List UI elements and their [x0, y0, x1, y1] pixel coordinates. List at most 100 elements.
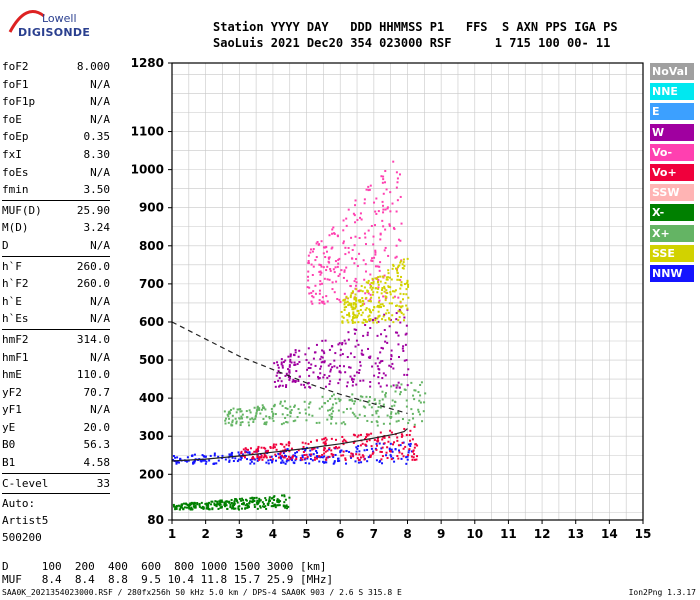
echo-point: [356, 371, 359, 374]
echo-point: [387, 317, 390, 320]
echo-point: [306, 286, 309, 289]
echo-point: [321, 339, 324, 342]
echo-point: [284, 498, 287, 501]
echo-point: [284, 407, 287, 410]
echo-point: [353, 296, 356, 299]
muf-d-row: D 100 200 400 600 800 1000 1500 3000 [km…: [2, 560, 327, 573]
echo-point: [286, 448, 289, 451]
echo-point: [340, 449, 343, 452]
echo-point: [340, 454, 343, 457]
echo-point: [379, 459, 382, 462]
o-trace: [171, 428, 408, 462]
echo-point: [359, 433, 362, 436]
echo-point: [359, 361, 362, 364]
echo-point: [380, 333, 383, 336]
legend-item-nne: NNE: [650, 83, 694, 101]
echo-point: [352, 212, 355, 215]
echo-point: [190, 501, 193, 504]
echo-point: [362, 405, 365, 408]
echo-point: [377, 283, 380, 286]
echo-point: [361, 304, 364, 307]
echo-point: [358, 252, 361, 255]
echo-point: [341, 343, 344, 346]
echo-point: [281, 404, 284, 407]
echo-point: [400, 283, 403, 286]
echo-point: [407, 283, 410, 286]
echo-point: [260, 454, 263, 457]
echo-point: [371, 414, 374, 417]
echo-point: [390, 431, 393, 434]
echo-point: [272, 505, 275, 508]
x-tick-label: 14: [601, 527, 618, 541]
echo-point: [345, 301, 348, 304]
echo-point: [274, 455, 277, 458]
echo-point: [350, 305, 353, 308]
echo-point: [374, 265, 377, 268]
echo-point: [309, 367, 312, 370]
echo-point: [240, 452, 243, 455]
echo-point: [289, 355, 292, 358]
echo-point: [413, 458, 416, 461]
echo-point: [389, 286, 392, 289]
echo-point: [305, 453, 308, 456]
echo-point: [332, 462, 335, 465]
echo-point: [353, 332, 356, 335]
echo-point: [409, 442, 412, 445]
echo-point: [391, 362, 394, 365]
echo-point: [284, 462, 287, 465]
echo-point: [234, 457, 237, 460]
echo-point: [369, 381, 372, 384]
echo-point: [421, 420, 424, 423]
echo-point: [307, 259, 310, 262]
echo-point: [381, 398, 384, 401]
echo-point: [368, 318, 371, 321]
echo-point: [417, 408, 420, 411]
echo-point: [409, 429, 412, 432]
echo-point: [273, 380, 276, 383]
echo-scatter: [172, 160, 427, 511]
x-tick-label: 1: [168, 527, 176, 541]
echo-point: [261, 501, 264, 504]
echo-point: [381, 219, 384, 222]
echo-point: [354, 321, 357, 324]
echo-point: [309, 386, 312, 389]
echo-point: [379, 431, 382, 434]
echo-point: [394, 401, 397, 404]
legend-item-sse: SSE: [650, 244, 694, 262]
echo-point: [220, 506, 223, 509]
echo-point: [213, 462, 216, 465]
echo-point: [396, 177, 399, 180]
echo-point: [365, 436, 368, 439]
echo-point: [347, 313, 350, 316]
echo-point: [277, 456, 280, 459]
echo-point: [346, 356, 349, 359]
x-tick-label: 6: [336, 527, 344, 541]
header-line-2: SaoLuis 2021 Dec20 354 023000 RSF 1 715 …: [213, 36, 611, 50]
param-key: h`F: [2, 259, 22, 273]
echo-point: [402, 447, 405, 450]
echo-point: [323, 352, 326, 355]
echo-point: [340, 310, 343, 313]
echo-point: [298, 349, 301, 352]
echo-point: [369, 298, 372, 301]
echo-point: [344, 371, 347, 374]
echo-point: [258, 407, 261, 410]
echo-point: [368, 188, 371, 191]
echo-point: [371, 293, 374, 296]
echo-point: [409, 445, 412, 448]
echo-point: [379, 261, 382, 264]
echo-point: [390, 405, 393, 408]
echo-point: [349, 407, 352, 410]
echo-point: [386, 456, 389, 459]
echo-point: [265, 456, 268, 459]
echo-point: [402, 261, 405, 264]
echo-point: [321, 282, 324, 285]
echo-point: [366, 434, 369, 437]
echo-point: [342, 316, 345, 319]
echo-point: [286, 507, 289, 510]
plot-frame: [171, 62, 644, 521]
echo-point: [370, 420, 373, 423]
echo-point: [333, 460, 336, 463]
echo-point: [397, 457, 400, 460]
echo-point: [183, 502, 186, 505]
